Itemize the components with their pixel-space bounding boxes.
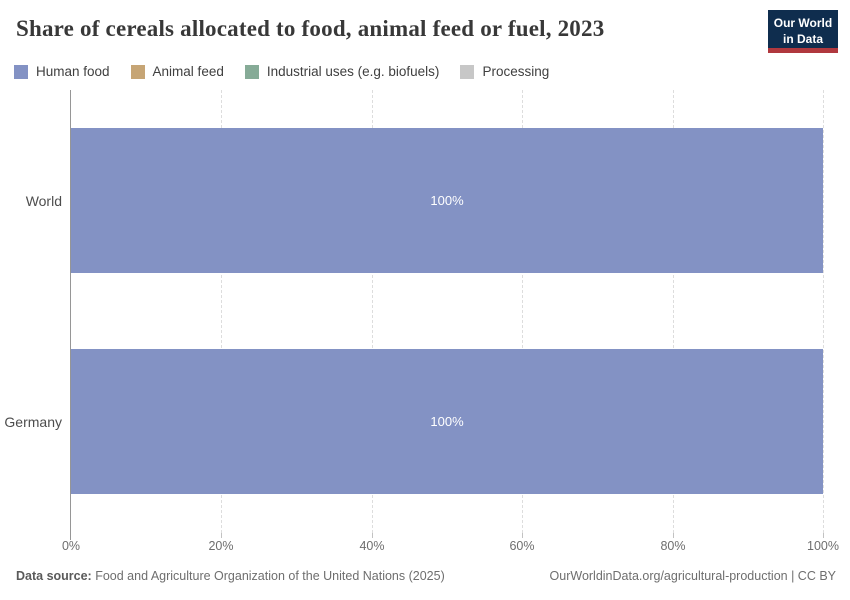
owid-logo-line1: Our World — [773, 16, 833, 30]
legend-label-animal-feed: Animal feed — [152, 64, 224, 79]
legend-label-industrial-uses: Industrial uses (e.g. biofuels) — [266, 64, 440, 79]
x-tick-label-80: 80% — [660, 539, 686, 553]
x-tick-20 — [221, 533, 222, 538]
owid-logo-line2: in Data — [782, 31, 823, 46]
legend-label-human-food: Human food — [36, 64, 110, 79]
x-tick-60 — [522, 533, 523, 538]
gridline-100 — [823, 90, 824, 533]
gridline-20 — [221, 90, 223, 533]
bar-row-germany: 100% — [71, 349, 823, 494]
gridline-60 — [522, 90, 524, 533]
legend-swatch-animal-feed — [130, 64, 145, 79]
footer: Data source: Food and Agriculture Organi… — [16, 569, 836, 583]
plot-area: 100% 100% — [70, 90, 824, 540]
category-label-germany: Germany — [4, 414, 62, 430]
data-source-text: Data source: Food and Agriculture Organi… — [16, 569, 445, 583]
bar-value-label-germany: 100% — [430, 414, 464, 429]
x-tick-80 — [673, 533, 674, 538]
owid-logo-red-bar — [768, 48, 838, 53]
legend: Human food Animal feed Industrial uses (… — [14, 64, 549, 79]
data-source-value: Food and Agriculture Organization of the… — [95, 569, 445, 583]
bar-germany-human-food[interactable]: 100% — [71, 349, 823, 494]
x-tick-0 — [70, 533, 71, 538]
x-tick-label-40: 40% — [359, 539, 385, 553]
legend-swatch-processing — [460, 64, 475, 79]
legend-item-human-food[interactable]: Human food — [14, 64, 110, 79]
legend-item-processing[interactable]: Processing — [460, 64, 549, 79]
bar-world-human-food[interactable]: 100% — [71, 128, 823, 273]
owid-logo[interactable]: Our World in Data — [768, 10, 838, 53]
gridline-80 — [672, 90, 674, 533]
chart-title: Share of cereals allocated to food, anim… — [16, 16, 605, 41]
legend-swatch-industrial-uses — [244, 64, 259, 79]
legend-swatch-human-food — [14, 64, 28, 79]
legend-item-animal-feed[interactable]: Animal feed — [130, 64, 224, 79]
x-tick-label-20: 20% — [208, 539, 234, 553]
bar-row-world: 100% — [71, 128, 823, 273]
gridline-40 — [371, 90, 373, 533]
legend-label-processing: Processing — [482, 64, 550, 79]
legend-item-industrial-uses[interactable]: Industrial uses (e.g. biofuels) — [244, 64, 440, 79]
data-source-label: Data source: — [16, 569, 92, 583]
x-tick-100 — [823, 533, 824, 538]
x-tick-label-100: 100% — [807, 539, 839, 553]
category-label-world: World — [25, 193, 62, 209]
credit-link[interactable]: OurWorldinData.org/agricultural-producti… — [549, 569, 836, 583]
y-axis-line — [70, 90, 71, 540]
x-tick-40 — [372, 533, 373, 538]
bar-value-label-world: 100% — [430, 193, 464, 208]
x-tick-label-0: 0% — [61, 539, 81, 553]
x-tick-label-60: 60% — [509, 539, 535, 553]
